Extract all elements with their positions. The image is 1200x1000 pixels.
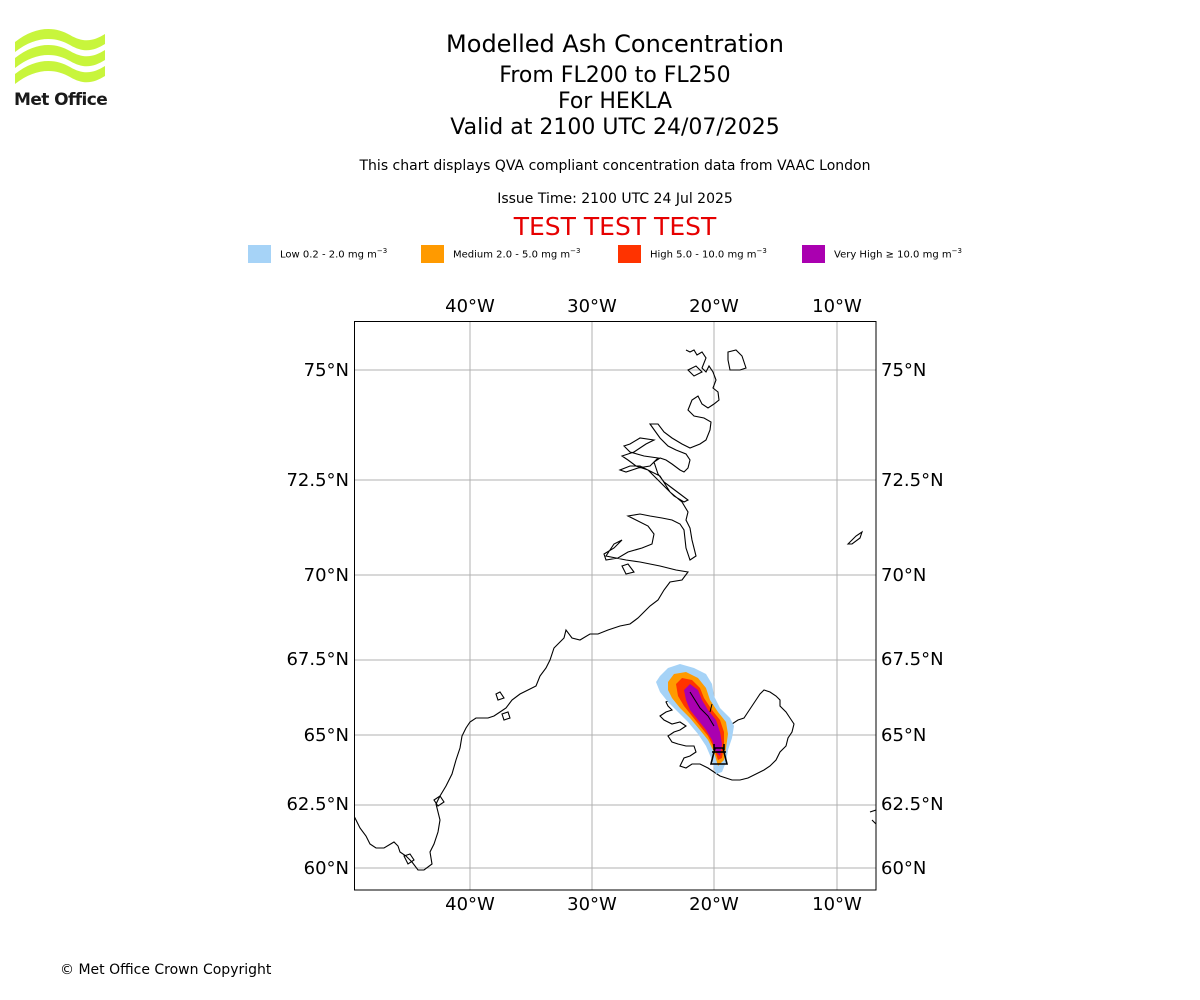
legend-swatch-high [618, 244, 641, 263]
jan-mayen-coastline [846, 530, 864, 545]
lat-tick-right: 62.5°N [881, 794, 944, 815]
lat-tick-left: 67.5°N [286, 649, 349, 670]
lon-tick-top: 30°W [567, 296, 617, 317]
test-banner: TEST TEST TEST [513, 212, 717, 241]
legend-swatch-medium [421, 244, 444, 263]
flight-levels: From FL200 to FL250 [499, 63, 731, 88]
lat-tick-left: 72.5°N [286, 470, 349, 491]
lat-tick-left: 62.5°N [286, 794, 349, 815]
chart-title: Modelled Ash Concentration [446, 30, 784, 58]
legend-item-very-high: Very High ≥ 10.0 mg m−3 [802, 244, 962, 263]
map-frame [354, 321, 877, 891]
lat-ticks-right: 75°N 72.5°N 70°N 67.5°N 65°N 62.5°N 60°N [881, 360, 944, 879]
legend-swatch-very-high [802, 244, 825, 263]
hekla-volcano-icon [709, 744, 729, 765]
lat-tick-left: 60°N [304, 858, 349, 879]
lat-tick-right: 75°N [881, 360, 926, 381]
ash-very-high [684, 684, 722, 756]
lat-tick-right: 67.5°N [881, 649, 944, 670]
lon-ticks-top: 40°W 30°W 20°W 10°W [445, 296, 862, 317]
coastlines [354, 349, 876, 871]
legend-item-low: Low 0.2 - 2.0 mg m−3 [248, 244, 387, 263]
legend-label-low: Low 0.2 - 2.0 mg m−3 [280, 246, 388, 261]
lon-tick-top: 10°W [812, 296, 862, 317]
greenland-coastline [354, 349, 720, 871]
legend-item-medium: Medium 2.0 - 5.0 mg m−3 [421, 244, 580, 263]
issue-time: Issue Time: 2100 UTC 24 Jul 2025 [497, 191, 733, 207]
legend-swatch-low [248, 244, 271, 263]
lat-tick-left: 70°N [304, 565, 349, 586]
chart-description: This chart displays QVA compliant concen… [359, 158, 871, 174]
lat-tick-right: 65°N [881, 725, 926, 746]
legend-item-high: High 5.0 - 10.0 mg m−3 [618, 244, 767, 263]
legend-label-medium: Medium 2.0 - 5.0 mg m−3 [453, 246, 581, 261]
lat-tick-right: 70°N [881, 565, 926, 586]
lat-tick-left: 75°N [304, 360, 349, 381]
lat-ticks-left: 75°N 72.5°N 70°N 67.5°N 65°N 62.5°N 60°N [286, 360, 349, 879]
valid-time: Valid at 2100 UTC 24/07/2025 [450, 115, 780, 140]
lon-tick-bottom: 40°W [445, 894, 495, 915]
lon-tick-bottom: 10°W [812, 894, 862, 915]
ash-plume [656, 664, 734, 774]
map-gridlines [354, 321, 876, 890]
lat-tick-left: 65°N [304, 725, 349, 746]
volcano-name: For HEKLA [557, 89, 673, 114]
legend-label-very-high: Very High ≥ 10.0 mg m−3 [834, 246, 962, 261]
legend-label-high: High 5.0 - 10.0 mg m−3 [650, 246, 767, 261]
lat-tick-right: 60°N [881, 858, 926, 879]
copyright-notice: © Met Office Crown Copyright [60, 962, 272, 978]
lon-tick-bottom: 30°W [567, 894, 617, 915]
lon-tick-top: 20°W [689, 296, 739, 317]
met-office-wordmark: Met Office [14, 90, 108, 110]
lon-ticks-bottom: 40°W 30°W 20°W 10°W [445, 894, 862, 915]
lon-tick-bottom: 20°W [689, 894, 739, 915]
lat-tick-right: 72.5°N [881, 470, 944, 491]
lon-tick-top: 40°W [445, 296, 495, 317]
